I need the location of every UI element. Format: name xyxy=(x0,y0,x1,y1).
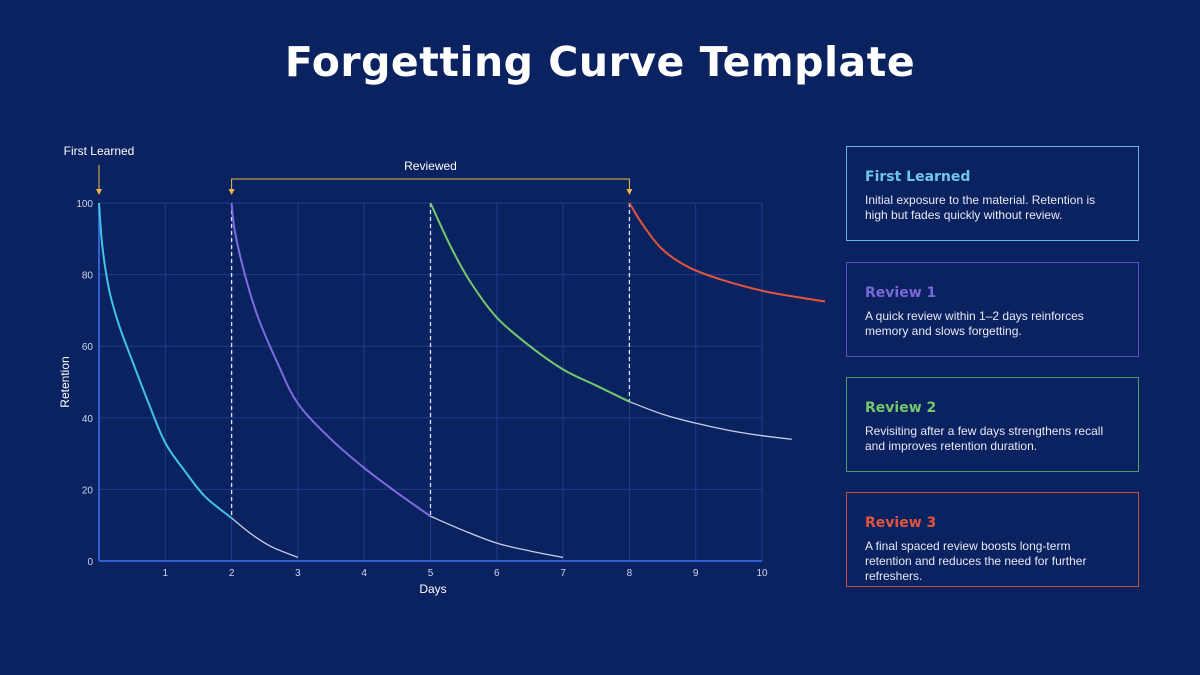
decay-tail-1 xyxy=(231,517,299,559)
decay-tail-3 xyxy=(629,401,792,440)
card-first-learned: First Learned Initial exposure to the ma… xyxy=(846,146,1139,241)
retention-curve-3 xyxy=(429,202,630,403)
arrow-head-icon xyxy=(626,189,633,195)
card-title: Review 3 xyxy=(865,515,937,531)
card-title: First Learned xyxy=(865,169,971,185)
y-tick-label: 40 xyxy=(82,414,94,425)
x-tick-label: 1 xyxy=(163,568,169,579)
curves xyxy=(98,202,826,559)
x-tick-label: 3 xyxy=(295,568,301,579)
y-tick-label: 100 xyxy=(76,199,93,210)
card-title: Review 2 xyxy=(865,400,937,416)
card-text: Revisiting after a few days strengthens … xyxy=(865,424,1104,453)
x-tick-label: 7 xyxy=(560,568,566,579)
x-tick-label: 9 xyxy=(693,568,699,579)
card-text: A final spaced review boosts long-term r… xyxy=(865,539,1087,583)
reviewed-bracket xyxy=(231,178,630,190)
y-tick-label: 20 xyxy=(82,485,94,496)
y-tick-label: 60 xyxy=(82,342,94,353)
x-tick-label: 6 xyxy=(494,568,500,579)
card-text: Initial exposure to the material. Retent… xyxy=(865,193,1096,222)
y-tick-label: 0 xyxy=(87,557,93,568)
x-tick-label: 8 xyxy=(627,568,633,579)
x-tick-label: 2 xyxy=(229,568,235,579)
annotations: First Learned Reviewed xyxy=(64,144,633,195)
card-review-2: Review 2 Revisiting after a few days str… xyxy=(846,377,1139,472)
first-learned-label: First Learned xyxy=(64,144,135,158)
y-axis-label: Retention xyxy=(58,356,72,407)
reviewed-label: Reviewed xyxy=(404,159,457,173)
card-text: A quick review within 1–2 days reinforce… xyxy=(865,309,1084,338)
retention-curve-2 xyxy=(230,202,432,518)
card-review-1: Review 1 A quick review within 1–2 days … xyxy=(846,262,1139,357)
retention-curve-4 xyxy=(628,202,826,303)
arrow-head-icon xyxy=(96,189,102,195)
y-tick-label: 80 xyxy=(82,271,94,282)
decay-tail-2 xyxy=(430,515,564,559)
card-title: Review 1 xyxy=(865,285,937,301)
x-axis-label: Days xyxy=(419,582,446,596)
card-review-3: Review 3 A final spaced review boosts lo… xyxy=(846,492,1139,587)
retention-curve-1 xyxy=(98,202,233,519)
page-title: Forgetting Curve Template xyxy=(284,38,916,86)
arrow-head-icon xyxy=(228,189,235,195)
x-tick-label: 10 xyxy=(756,568,768,579)
x-tick-label: 4 xyxy=(361,568,367,579)
x-tick-label: 5 xyxy=(428,568,434,579)
